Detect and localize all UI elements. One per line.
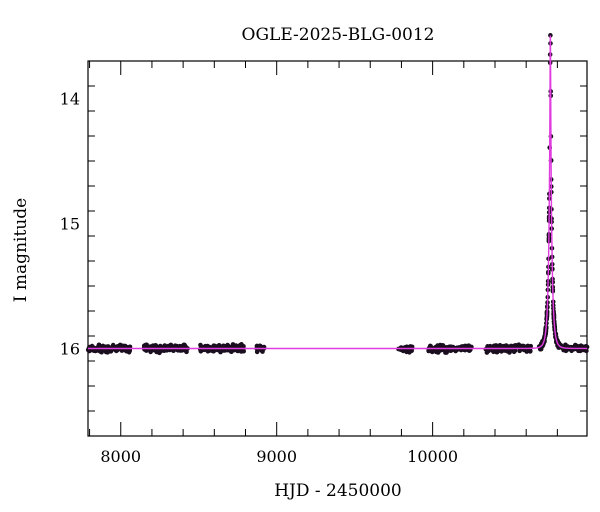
data-point xyxy=(497,344,503,349)
data-point xyxy=(578,345,584,351)
data-point xyxy=(428,344,433,349)
data-point xyxy=(105,350,110,355)
data-point xyxy=(207,348,212,353)
model-curve xyxy=(88,35,587,350)
y-tick-label: 15 xyxy=(60,215,80,234)
data-points xyxy=(85,33,590,356)
data-point xyxy=(466,343,472,348)
plot-area xyxy=(85,33,590,437)
x-tick-label: 8000 xyxy=(100,447,141,466)
data-point xyxy=(569,348,574,354)
data-point xyxy=(170,347,176,352)
y-axis-label: I magnitude xyxy=(11,198,31,302)
data-point xyxy=(499,349,504,354)
axis-ticks xyxy=(88,60,587,437)
data-point xyxy=(216,342,222,348)
data-point xyxy=(225,345,230,351)
x-axis-label: HJD - 2450000 xyxy=(274,481,402,501)
x-tick-label: 10000 xyxy=(407,447,458,466)
data-point xyxy=(439,345,445,350)
x-tick-label: 9000 xyxy=(256,447,297,466)
data-point xyxy=(504,343,510,349)
data-point xyxy=(443,350,448,355)
data-point xyxy=(101,346,106,352)
y-tick-label: 14 xyxy=(60,90,80,109)
tick-labels: 8000 9000 10000 14 15 16 xyxy=(60,90,458,467)
data-point xyxy=(157,350,162,356)
data-point xyxy=(218,349,223,355)
data-point xyxy=(548,33,553,38)
data-point xyxy=(517,344,523,349)
plot-frame xyxy=(87,60,588,437)
data-point xyxy=(254,349,260,355)
data-point xyxy=(435,343,440,348)
data-point xyxy=(407,346,412,352)
data-point xyxy=(514,344,520,349)
y-tick-label: 16 xyxy=(60,340,80,359)
data-point xyxy=(114,348,119,354)
chart-title: OGLE-2025-BLG-0012 xyxy=(242,25,435,45)
data-point xyxy=(257,343,263,349)
data-point xyxy=(86,348,92,354)
data-point xyxy=(153,343,158,348)
